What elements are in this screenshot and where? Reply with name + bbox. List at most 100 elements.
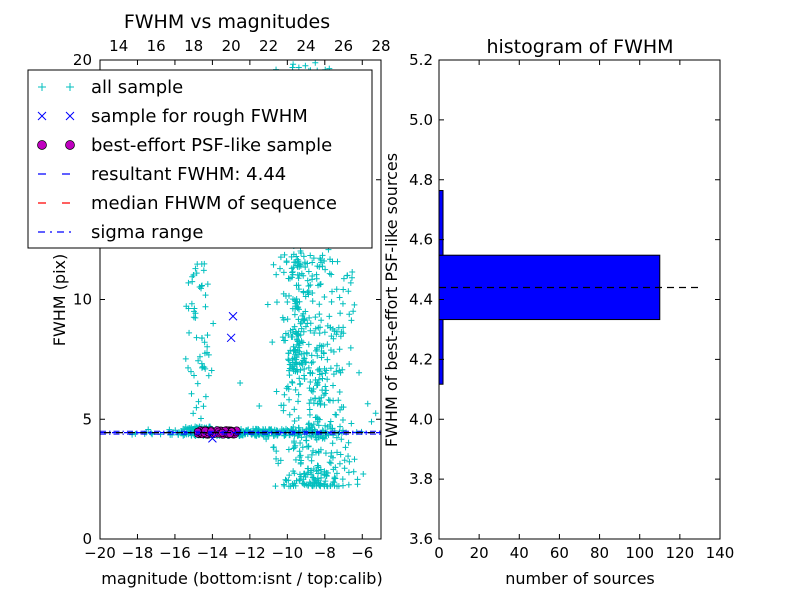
all-sample-point [296, 453, 303, 460]
all-sample-point [327, 460, 334, 467]
all-sample-point [296, 340, 303, 347]
all-sample-point [297, 440, 304, 447]
all-sample-point [280, 316, 287, 323]
all-sample-point [193, 404, 200, 411]
rough-fwhm-point [208, 434, 217, 443]
all-sample-point [304, 320, 311, 327]
all-sample-point [325, 396, 332, 403]
all-sample-point [287, 361, 294, 368]
all-sample-point [281, 391, 288, 398]
best-effort-point [226, 430, 234, 438]
all-sample-point [198, 335, 205, 342]
all-sample-point [280, 337, 287, 344]
all-sample-point [321, 435, 328, 442]
all-sample-point [306, 479, 313, 486]
all-sample-point [350, 308, 357, 315]
histogram-panel: 0 20 40 60 80 100 120 140 3.6 3.8 4.0 4.2 4.4 4.6 4.8… [382, 36, 734, 588]
all-sample-point [295, 415, 302, 422]
all-sample-point [312, 414, 319, 421]
all-sample-point [300, 470, 307, 477]
all-sample-point [295, 282, 302, 289]
all-sample-point [334, 449, 341, 456]
all-sample-point [313, 468, 320, 475]
all-sample-point [324, 423, 331, 430]
all-sample-point [275, 460, 282, 467]
all-sample-point [185, 364, 192, 371]
all-sample-point [294, 432, 301, 439]
all-sample-point [305, 421, 312, 428]
x-tick-label: −20 [84, 544, 116, 562]
all-sample-point [285, 357, 292, 364]
all-sample-point [190, 410, 197, 417]
all-sample-point [285, 386, 292, 393]
all-sample-point [308, 427, 315, 434]
all-sample-point [307, 396, 314, 403]
legend-marker-plus [38, 83, 46, 91]
all-sample-point [316, 342, 323, 349]
all-sample-point [328, 298, 335, 305]
all-sample-point [289, 427, 296, 434]
all-sample-point [303, 359, 310, 366]
top-x-tick-label: 18 [184, 37, 203, 55]
x-tick-label: −16 [159, 544, 191, 562]
histogram-x-label: number of sources [505, 569, 655, 588]
legend-label: all sample [91, 77, 183, 98]
all-sample-point [307, 252, 314, 259]
all-sample-point [282, 476, 289, 483]
all-sample-point [295, 351, 302, 358]
all-sample-point [311, 426, 318, 433]
all-sample-point [329, 440, 336, 447]
all-sample-point [319, 375, 326, 382]
x-tick-label: −14 [197, 544, 229, 562]
all-sample-point [300, 328, 307, 335]
all-sample-point [305, 283, 312, 290]
all-sample-point [327, 418, 334, 425]
all-sample-point [346, 361, 353, 368]
hist-x-tick-label: 80 [590, 544, 609, 562]
hist-y-tick-label: 5.2 [409, 51, 433, 69]
x-tick-label: −18 [122, 544, 154, 562]
all-sample-point [291, 480, 298, 487]
all-sample-point [276, 265, 283, 272]
legend-box [27, 69, 373, 249]
all-sample-point [253, 432, 260, 439]
all-sample-point [191, 308, 198, 315]
all-sample-point [323, 387, 330, 394]
all-sample-point [317, 324, 324, 331]
all-sample-point [289, 329, 296, 336]
all-sample-point [269, 428, 276, 435]
all-sample-point [198, 283, 205, 290]
all-sample-point [200, 403, 207, 410]
all-sample-point [192, 265, 199, 272]
all-sample-point [340, 330, 347, 337]
all-sample-point [333, 434, 340, 441]
all-sample-point [345, 453, 352, 460]
all-sample-point [323, 482, 330, 489]
all-sample-point [336, 389, 343, 396]
all-sample-point [295, 304, 302, 311]
all-sample-point [291, 444, 298, 451]
all-sample-point [297, 320, 304, 327]
all-sample-point [295, 332, 302, 339]
all-sample-point [302, 308, 309, 315]
all-sample-point [322, 383, 329, 390]
all-sample-point [291, 439, 298, 446]
all-sample-point [322, 390, 329, 397]
all-sample-point [335, 324, 342, 331]
all-sample-point [327, 347, 334, 354]
all-sample-point [188, 368, 195, 375]
all-sample-point [199, 364, 206, 371]
all-sample-point [330, 397, 337, 404]
all-sample-point [329, 288, 336, 295]
bottom-x-ticks: −20 −18 −16 −14 −12 −10 −8 −6 [84, 60, 373, 562]
all-sample-point [321, 365, 328, 372]
all-sample-point [302, 62, 309, 69]
all-sample-point [308, 482, 315, 489]
legend-marker-circle [65, 140, 75, 150]
all-sample-point [356, 369, 363, 376]
all-sample-point [333, 286, 340, 293]
all-sample-point [326, 459, 333, 466]
all-sample-point [324, 356, 331, 363]
histogram-bar [438, 190, 444, 256]
top-x-tick-label: 28 [371, 37, 390, 55]
